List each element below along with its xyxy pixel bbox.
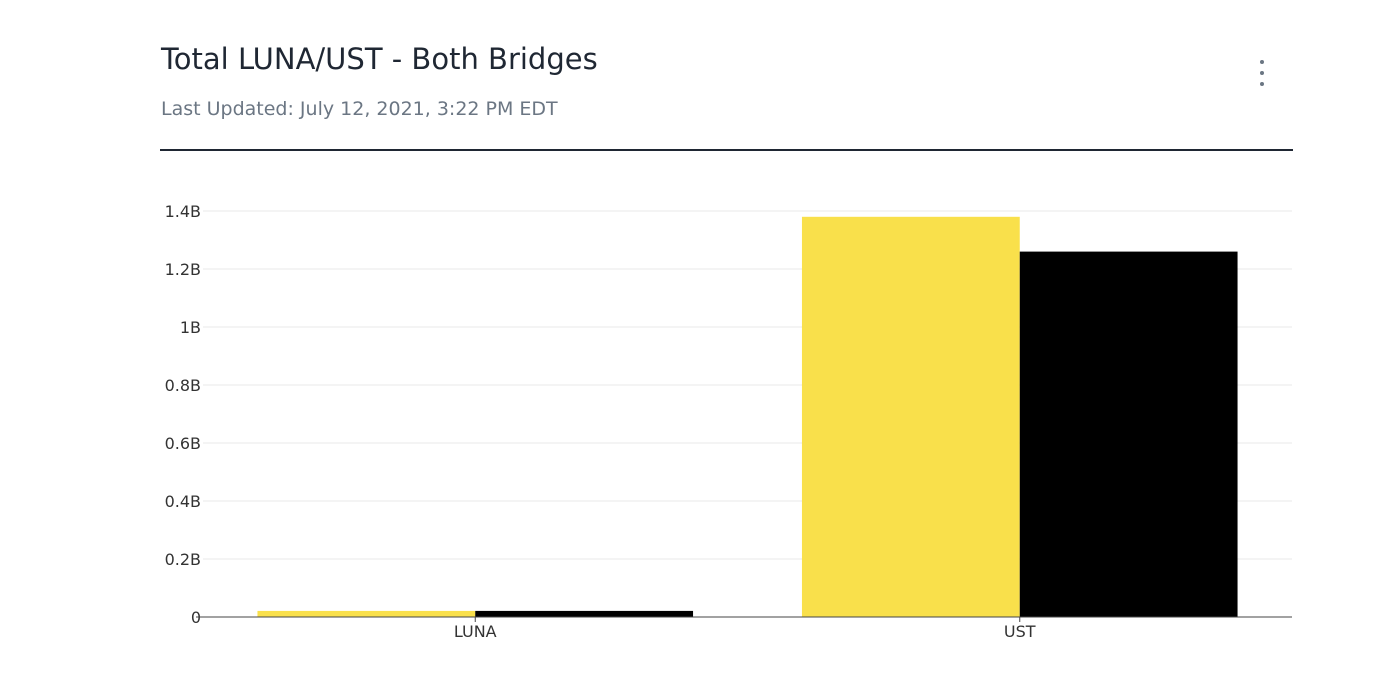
y-tick-label: 0.8B xyxy=(165,376,201,395)
y-tick-label: 0.4B xyxy=(165,492,201,511)
x-tick-label: LUNA xyxy=(454,622,497,641)
last-updated-text: Last Updated: July 12, 2021, 3:22 PM EDT xyxy=(161,98,558,120)
y-tick-label: 1B xyxy=(180,318,201,337)
bar-ust-series-1 xyxy=(801,216,1020,618)
bar-ust-series-2 xyxy=(1019,251,1238,617)
x-tick-label: UST xyxy=(1004,622,1036,641)
bar-luna-series-2 xyxy=(475,610,694,617)
y-tick-label: 1.2B xyxy=(165,260,201,279)
chart-title: Total LUNA/UST - Both Bridges xyxy=(161,42,598,76)
header-divider xyxy=(160,149,1293,151)
more-options-icon[interactable] xyxy=(1248,56,1276,90)
y-tick-label: 0.6B xyxy=(165,434,201,453)
y-tick-label: 0.2B xyxy=(165,550,201,569)
y-tick-label: 0 xyxy=(191,608,201,627)
y-tick-label: 1.4B xyxy=(165,202,201,221)
bar-luna-series-1 xyxy=(257,610,476,617)
